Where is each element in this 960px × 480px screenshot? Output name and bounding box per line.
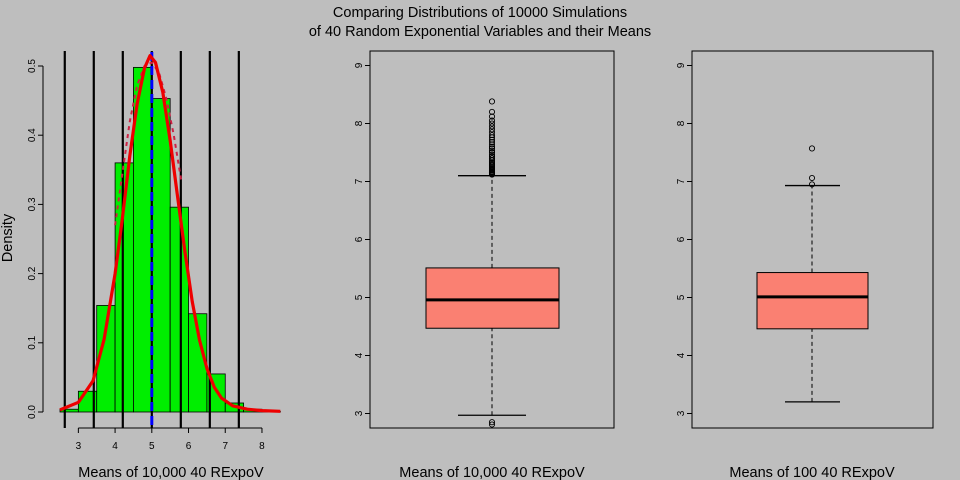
boxplot-10000-outlier-32 <box>488 123 496 130</box>
boxplot-100-y-tick-label-2: 5 <box>676 294 687 300</box>
boxplot-10000-outlier-26 <box>488 139 496 146</box>
boxplot-10000-outlier-35 <box>488 113 496 120</box>
histogram-bar-6 <box>169 206 189 413</box>
boxplot-10000-outlier-30 <box>488 129 496 136</box>
boxplot-100-y-tick-label-5: 8 <box>676 120 687 126</box>
boxplot-10000-y-tick-label-3: 6 <box>354 236 365 242</box>
x-tick-label-4: 7 <box>222 441 228 452</box>
y-tick-label-3: 0.3 <box>27 197 38 211</box>
y-tick-label-5: 0.5 <box>27 59 38 73</box>
density-curve <box>59 54 281 413</box>
x-tick-label-0: 3 <box>76 441 82 452</box>
boxplot-10000-outlier-27 <box>488 136 496 143</box>
density-curves <box>59 52 281 428</box>
boxplot-10000-outlier-19 <box>488 153 496 160</box>
figure-title-line-2: of 40 Random Exponential Variables and t… <box>309 24 651 40</box>
histogram-y-axis-label: Density <box>0 213 16 262</box>
boxplot-10000-outlier-34 <box>488 117 496 124</box>
boxplot-10000-outlier-37 <box>488 98 496 105</box>
boxplot-100-x-axis-label: Means of 100 40 RExpoV <box>729 465 895 480</box>
boxplot-10000-outlier-23 <box>488 145 496 152</box>
boxplot-10000-panel: 3 4 5 6 7 8 9 Means of 10,000 40 RExpoV <box>354 50 615 480</box>
x-tick-label-2: 5 <box>149 441 155 452</box>
boxplot-10000-y-tick-label-1: 4 <box>354 352 365 358</box>
boxplot-100-y-tick-label-4: 7 <box>676 178 687 184</box>
boxplot-10000-y-tick-label-0: 3 <box>354 410 365 416</box>
boxplot-10000-y-tick-label-6: 9 <box>354 62 365 68</box>
boxplot-10000-y-tick-label-2: 5 <box>354 294 365 300</box>
boxplot-100-outlier-2 <box>808 145 816 152</box>
boxplot-10000-outlier-33 <box>488 120 496 127</box>
x-tick-label-5: 8 <box>259 441 265 452</box>
boxplot-10000-y-tick-label-5: 8 <box>354 120 365 126</box>
boxplot-10000-box <box>425 267 560 329</box>
histogram-panel: 3 4 5 6 7 8 0.0 0.1 0.2 0.3 0.4 0.5 Means of 10,000… <box>0 51 281 480</box>
boxplot-10000-outlier-24 <box>488 143 496 150</box>
boxplot-10000-outlier-31 <box>488 126 496 133</box>
figure-title-line-1: Comparing Distributions of 10000 Simulat… <box>333 5 627 21</box>
boxplot-100-y-tick-label-3: 6 <box>676 236 687 242</box>
histogram-axes: 3 4 5 6 7 8 0.0 0.1 0.2 0.3 0.4 0.5 <box>27 59 265 452</box>
boxplot-100-outlier-0 <box>808 181 816 188</box>
boxplot-100-content <box>756 145 869 403</box>
boxplot-10000-outlier-18 <box>488 155 496 162</box>
boxplot-10000-outlier-29 <box>488 132 496 139</box>
boxplot-10000-y-tick-label-4: 7 <box>354 178 365 184</box>
histogram-bar-5 <box>151 98 171 413</box>
boxplot-100-y-axis: 3 4 5 6 7 8 9 <box>676 62 693 416</box>
boxplot-10000-outlier-0 <box>488 421 496 428</box>
boxplot-100-panel: 3 4 5 6 7 8 9 Means of 100 40 RExpoV <box>676 50 934 480</box>
y-tick-label-0: 0.0 <box>27 405 38 419</box>
boxplot-10000-outlier-36 <box>488 108 496 115</box>
x-tick-label-3: 6 <box>186 441 192 452</box>
boxplot-100-box <box>756 272 869 330</box>
boxplot-100-y-tick-label-1: 4 <box>676 352 687 358</box>
boxplot-10000-x-axis-label: Means of 10,000 40 RExpoV <box>399 465 585 480</box>
boxplot-10000-outlier-22 <box>488 147 496 154</box>
boxplot-100-y-tick-label-0: 3 <box>676 410 687 416</box>
boxplot-10000-outlier-20 <box>488 151 496 158</box>
boxplot-100-outlier-1 <box>808 174 816 182</box>
boxplot-10000-outlier-1 <box>488 419 496 426</box>
boxplot-10000-outlier-21 <box>488 149 496 156</box>
y-tick-label-2: 0.2 <box>27 266 38 280</box>
histogram-x-axis-label: Means of 10,000 40 RExpoV <box>78 465 264 480</box>
y-tick-label-1: 0.1 <box>27 335 38 349</box>
boxplot-10000-content <box>425 98 560 428</box>
y-tick-label-4: 0.4 <box>27 128 38 142</box>
boxplot-10000-y-axis: 3 4 5 6 7 8 9 <box>354 62 371 416</box>
boxplot-10000-outlier-25 <box>488 141 496 148</box>
x-tick-label-1: 4 <box>112 441 118 452</box>
boxplot-100-y-tick-label-6: 9 <box>676 62 687 68</box>
